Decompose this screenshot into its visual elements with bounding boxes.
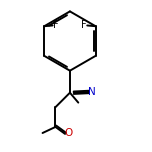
Text: N: N xyxy=(88,87,96,97)
Text: F: F xyxy=(81,21,87,30)
Text: F: F xyxy=(53,21,59,30)
Text: O: O xyxy=(64,128,73,138)
